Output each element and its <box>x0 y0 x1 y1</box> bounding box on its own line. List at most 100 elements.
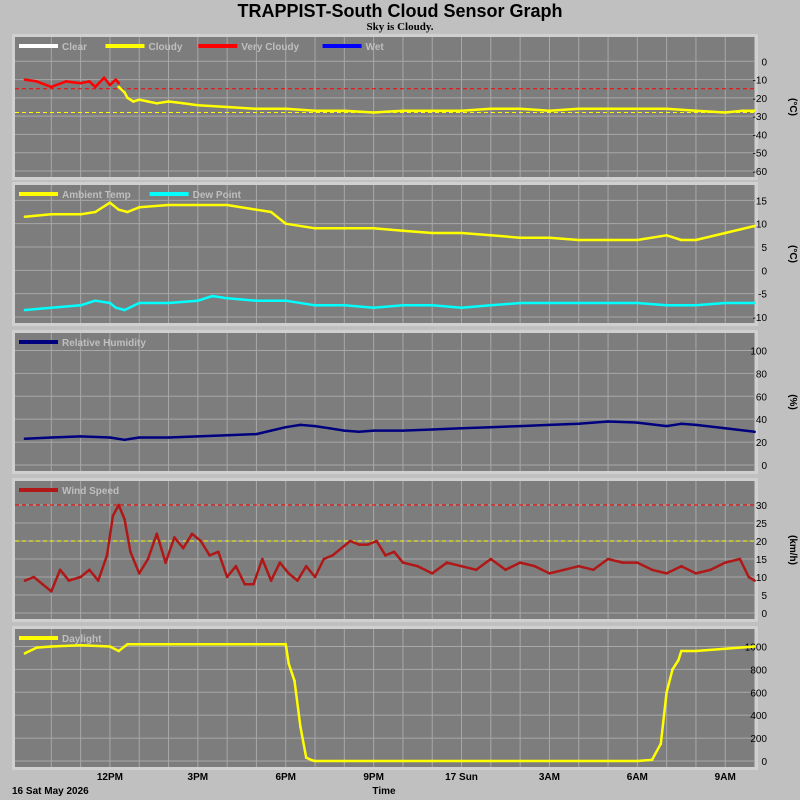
data-point <box>358 430 361 433</box>
data-point <box>314 576 317 579</box>
daylight-panel: 10008006004002000Daylight <box>12 626 767 770</box>
y-tick-label: 400 <box>750 711 767 722</box>
data-point <box>65 80 68 83</box>
data-point <box>123 309 126 312</box>
data-point <box>167 436 170 439</box>
data-point <box>665 234 668 237</box>
data-point <box>636 760 639 763</box>
data-point <box>460 427 463 430</box>
data-point <box>402 109 405 112</box>
data-point <box>665 572 668 575</box>
data-point <box>284 108 287 111</box>
data-point <box>138 98 141 101</box>
y-tick-label: 200 <box>750 734 767 745</box>
data-point <box>50 306 53 309</box>
data-point <box>270 429 273 432</box>
data-point <box>296 579 299 582</box>
data-point <box>636 302 639 305</box>
data-point <box>724 111 727 114</box>
y-tick-label: -60 <box>753 167 768 178</box>
y-tick-label: 5 <box>761 591 767 602</box>
y-tick-label: 100 <box>750 346 767 357</box>
data-point <box>305 565 308 568</box>
data-point <box>651 759 654 762</box>
legend-label: Dew Point <box>193 190 242 201</box>
y-tick-label: 5 <box>761 243 767 254</box>
data-point <box>182 547 185 550</box>
data-point <box>577 302 580 305</box>
data-point <box>431 109 434 112</box>
data-point <box>35 80 38 83</box>
data-point <box>343 227 346 230</box>
data-point <box>548 760 551 763</box>
data-point <box>243 583 246 586</box>
humidity-panel: 100 80 60 40 20 0 (%) Relative Humidity <box>12 330 798 474</box>
data-point <box>126 97 129 100</box>
data-point <box>490 234 493 237</box>
data-point <box>709 569 712 572</box>
y-tick-label: -10 <box>753 76 768 87</box>
data-point <box>226 434 229 437</box>
data-point <box>167 643 170 646</box>
plot-area <box>15 37 755 177</box>
data-point <box>255 208 258 211</box>
data-point <box>665 108 668 111</box>
data-point <box>577 760 580 763</box>
data-point <box>695 304 698 307</box>
data-point <box>79 82 82 85</box>
data-point <box>665 304 668 307</box>
y-tick-label: 25 <box>756 519 768 530</box>
data-point <box>416 565 419 568</box>
data-point <box>372 227 375 230</box>
y-tick-label: -50 <box>753 149 768 160</box>
x-axis-title: Time <box>372 786 396 797</box>
data-point <box>270 579 273 582</box>
data-point <box>358 543 361 546</box>
data-point <box>460 760 463 763</box>
data-point <box>607 558 610 561</box>
data-point <box>431 572 434 575</box>
data-point <box>164 561 167 564</box>
data-point <box>402 561 405 564</box>
data-point <box>132 100 135 103</box>
y-tick-label: -40 <box>753 130 768 141</box>
data-point <box>402 760 405 763</box>
data-point <box>753 302 756 305</box>
data-point <box>372 306 375 309</box>
data-point <box>123 439 126 442</box>
y-tick-label: -30 <box>753 112 768 123</box>
data-point <box>460 109 463 112</box>
data-point <box>607 760 610 763</box>
legend-label: Relative Humidity <box>62 338 146 349</box>
data-point <box>50 86 53 89</box>
data-point <box>255 299 258 302</box>
data-point <box>519 236 522 239</box>
data-point <box>533 565 536 568</box>
y-tick-label: 80 <box>756 369 768 380</box>
wind-panel: 302520151050(km/h)Wind Speed <box>12 478 798 622</box>
data-point <box>123 518 126 521</box>
data-point <box>156 533 159 536</box>
data-point <box>68 579 71 582</box>
data-point <box>147 558 150 561</box>
data-point <box>88 80 91 83</box>
legend-label: Daylight <box>62 634 102 645</box>
data-point <box>607 420 610 423</box>
data-point <box>314 760 317 763</box>
data-point <box>226 643 229 646</box>
data-point <box>651 569 654 572</box>
y-tick-label: 0 <box>761 461 767 472</box>
data-point <box>197 104 200 107</box>
data-point <box>226 204 229 207</box>
data-point <box>156 102 159 105</box>
y-tick-label: 20 <box>756 438 768 449</box>
data-point <box>340 547 343 550</box>
data-point <box>375 540 378 543</box>
data-point <box>97 579 100 582</box>
data-point <box>50 436 53 439</box>
date-label: 16 Sat May 2026 <box>12 786 89 797</box>
data-point <box>138 436 141 439</box>
y-tick-label: -5 <box>758 290 767 301</box>
data-point <box>94 86 97 89</box>
data-point <box>138 572 141 575</box>
